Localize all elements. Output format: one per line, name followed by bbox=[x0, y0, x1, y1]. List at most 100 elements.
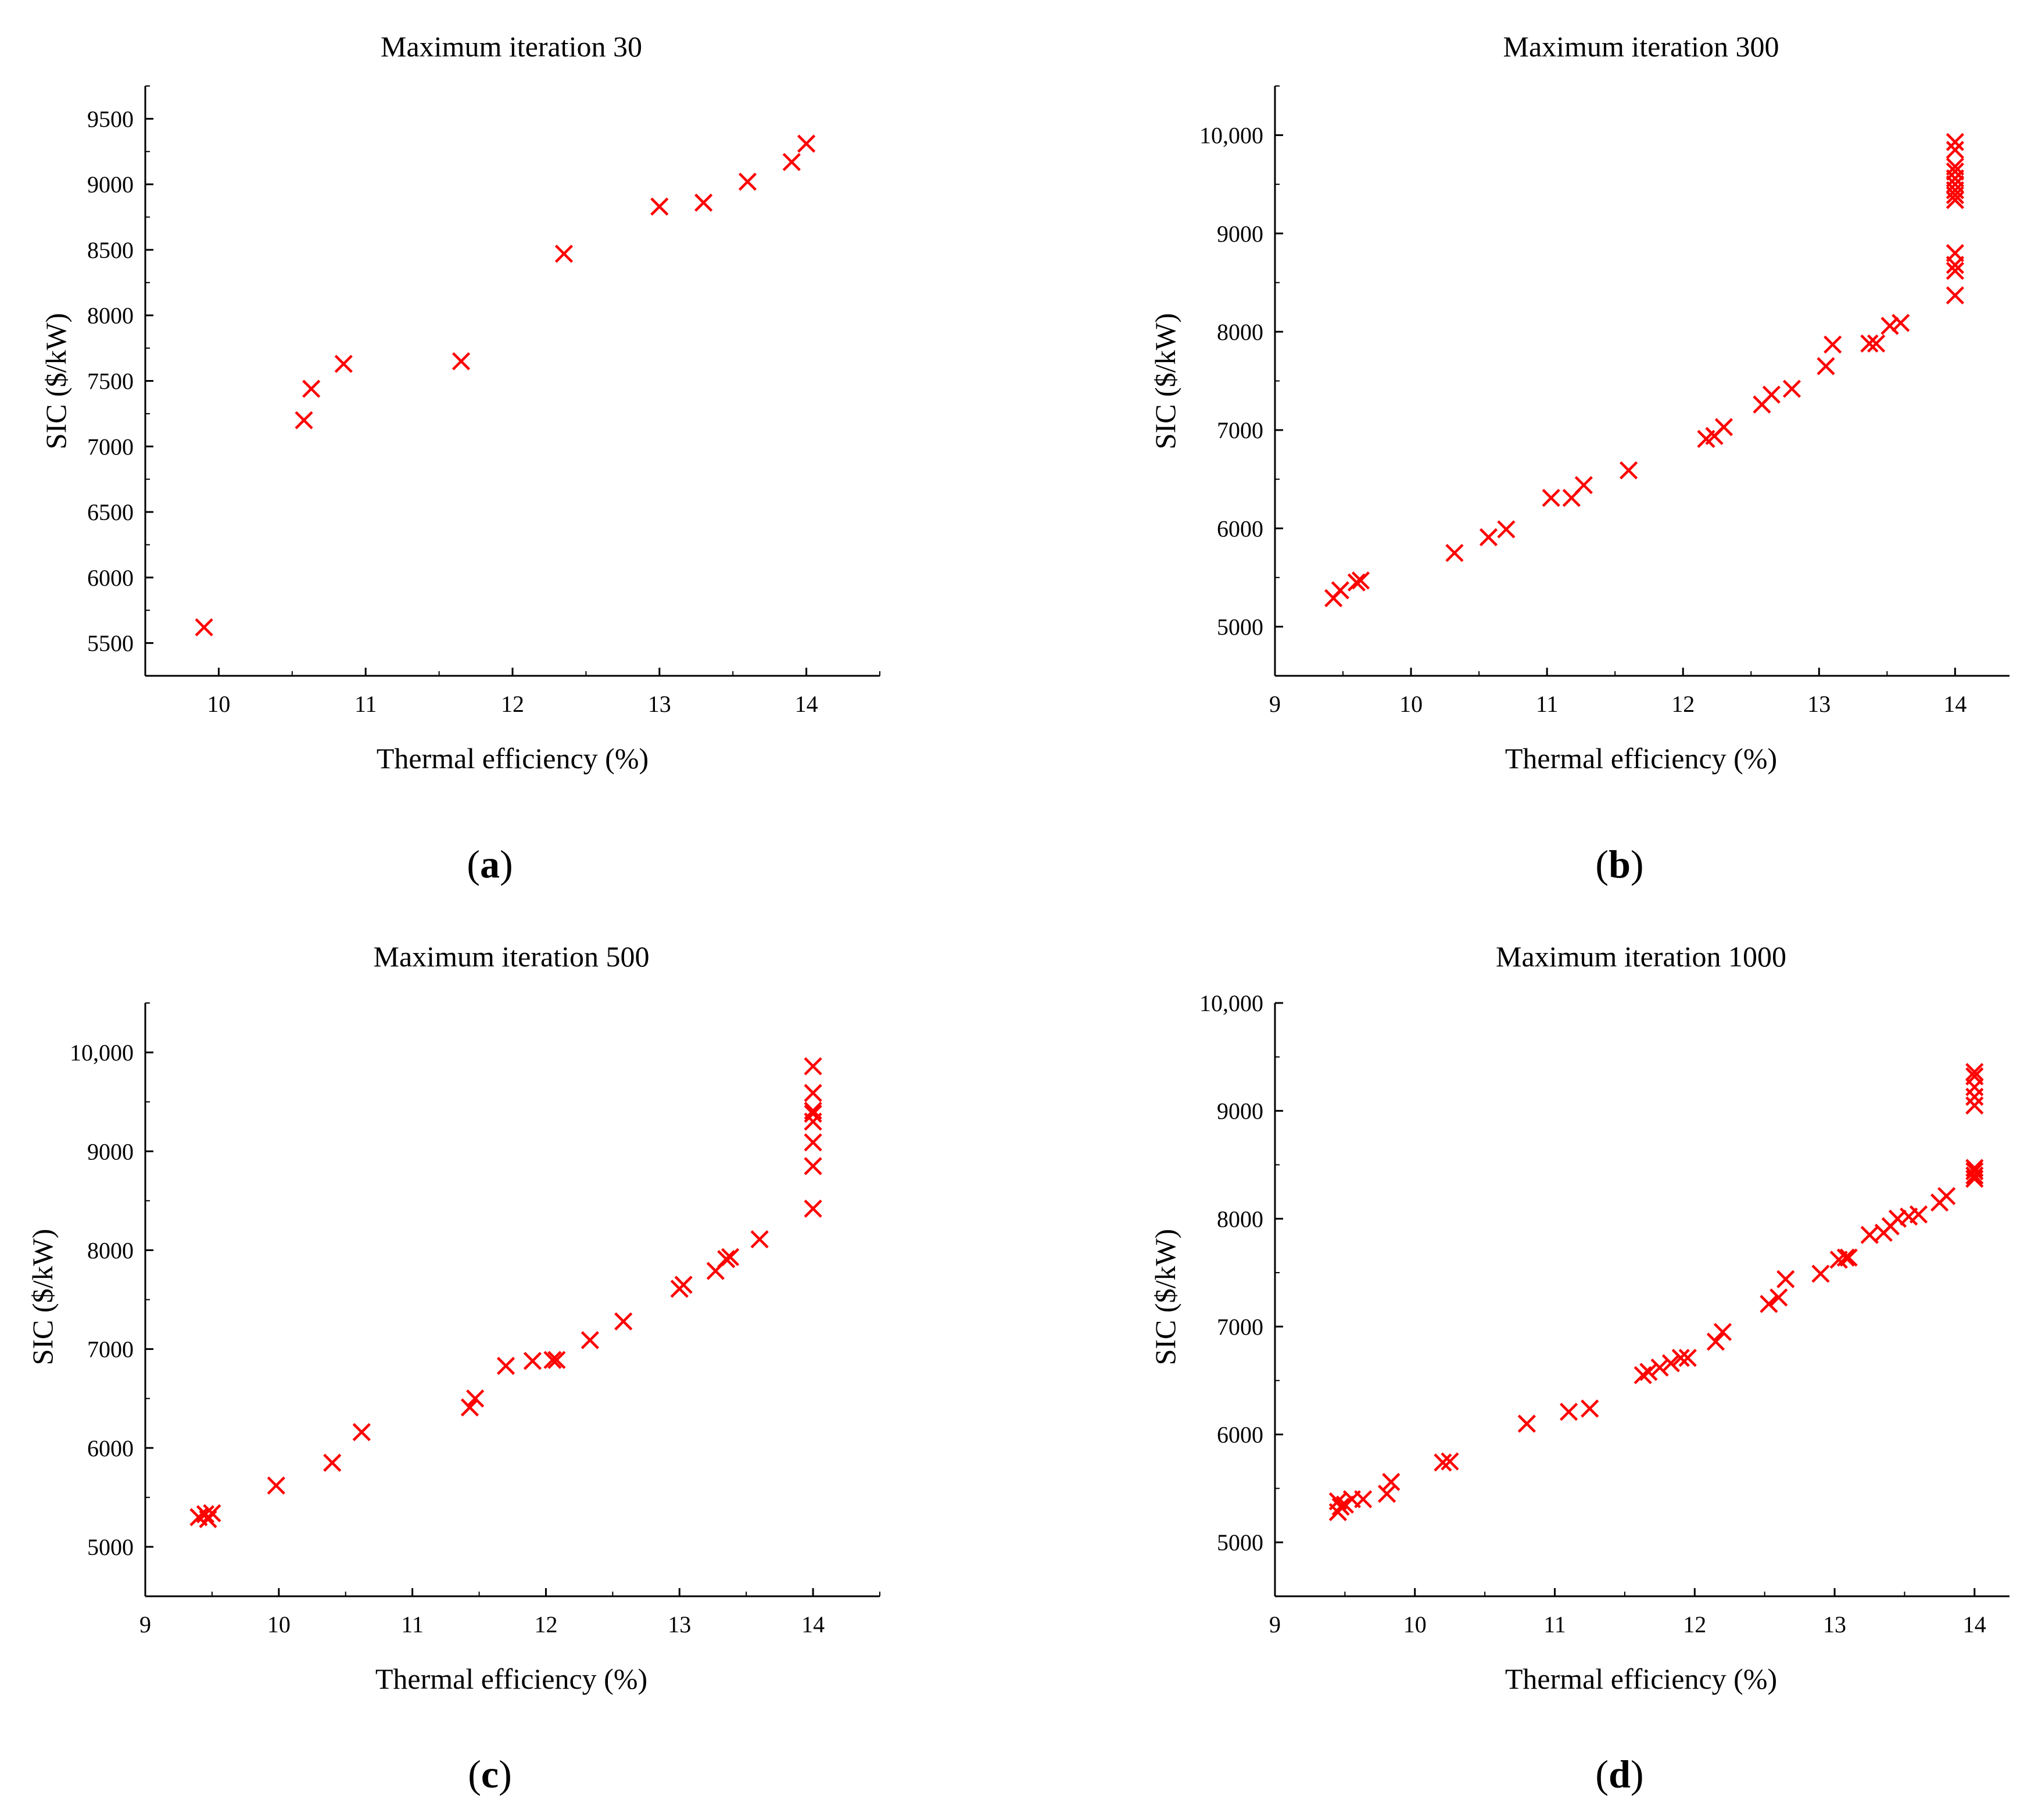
data-point bbox=[460, 1398, 479, 1417]
y-tick-label: 7000 bbox=[1217, 417, 1263, 443]
data-point bbox=[1892, 314, 1910, 332]
y-tick-label: 7000 bbox=[87, 433, 134, 460]
data-point bbox=[352, 1423, 371, 1442]
data-point bbox=[295, 411, 313, 429]
y-tick-label: 8000 bbox=[87, 303, 134, 329]
data-point bbox=[1434, 1453, 1452, 1472]
y-tick-label: 10,000 bbox=[70, 1040, 134, 1066]
data-point bbox=[1811, 1264, 1830, 1283]
data-point bbox=[804, 1104, 822, 1123]
data-point bbox=[496, 1356, 515, 1375]
data-point bbox=[694, 194, 713, 212]
panel-label: (b) bbox=[1595, 842, 1643, 886]
data-point bbox=[1347, 573, 1366, 592]
y-axis: SIC ($/kW) bbox=[26, 1003, 146, 1596]
data-point bbox=[323, 1453, 342, 1472]
data-point bbox=[1965, 1063, 1984, 1081]
data-point bbox=[1331, 1497, 1350, 1516]
x-tick-label: 11 bbox=[1536, 691, 1559, 717]
x-ticks: 9 10 11 12 13 14 bbox=[1269, 1588, 1986, 1638]
data-points bbox=[195, 134, 816, 637]
x-tick-label: 12 bbox=[501, 691, 524, 717]
y-tick-label: 6500 bbox=[87, 499, 134, 525]
data-point bbox=[1634, 1366, 1652, 1385]
data-point bbox=[543, 1350, 562, 1369]
y-axis: SIC ($/kW) bbox=[1149, 1003, 1276, 1596]
data-point bbox=[466, 1389, 485, 1408]
data-point bbox=[1706, 1332, 1725, 1351]
data-points bbox=[1324, 132, 1964, 607]
data-point bbox=[1441, 1452, 1459, 1471]
data-point bbox=[1650, 1358, 1669, 1377]
data-point bbox=[195, 618, 213, 637]
chart-title: Maximum iteration 500 bbox=[374, 940, 650, 973]
data-point bbox=[1839, 1248, 1858, 1267]
x-tick-label: 10 bbox=[207, 691, 230, 717]
x-tick-label: 11 bbox=[1543, 1611, 1566, 1638]
x-tick-label: 14 bbox=[795, 691, 818, 717]
data-point bbox=[1714, 418, 1733, 436]
y-tick-label: 9000 bbox=[87, 171, 134, 198]
data-point bbox=[1479, 528, 1498, 547]
data-point bbox=[1824, 335, 1842, 354]
y-axis-label: SIC ($/kW) bbox=[1149, 1229, 1181, 1366]
x-axis: Thermal efficiency (%) bbox=[1275, 675, 2009, 775]
y-tick-label: 5000 bbox=[1217, 614, 1263, 640]
y-ticks: 5000 6000 7000 8000 9000 10,000 bbox=[1199, 85, 1283, 676]
x-tick-label: 13 bbox=[648, 691, 671, 717]
x-tick-label: 12 bbox=[534, 1611, 557, 1638]
x-tick-label: 14 bbox=[1943, 691, 1966, 717]
y-tick-label: 10,000 bbox=[1199, 123, 1263, 149]
x-tick-label: 10 bbox=[1403, 1611, 1427, 1638]
x-axis-label: Thermal efficiency (%) bbox=[1505, 742, 1777, 775]
x-ticks: 9 10 11 12 13 14 bbox=[139, 1588, 880, 1638]
data-point bbox=[1860, 334, 1879, 353]
panel-label: (a) bbox=[467, 842, 513, 886]
x-axis-label: Thermal efficiency (%) bbox=[1505, 1663, 1777, 1695]
panel-letter: d bbox=[1609, 1752, 1631, 1796]
data-point bbox=[1574, 476, 1593, 495]
y-axis: SIC ($/kW) bbox=[1149, 86, 1276, 676]
data-point bbox=[804, 1101, 822, 1120]
x-axis-label: Thermal efficiency (%) bbox=[375, 1663, 647, 1695]
data-point bbox=[650, 197, 669, 216]
x-tick-label: 11 bbox=[401, 1611, 424, 1638]
data-point bbox=[1560, 1402, 1578, 1421]
data-point bbox=[523, 1352, 542, 1370]
x-tick-label: 9 bbox=[1269, 1611, 1281, 1638]
y-tick-label: 8500 bbox=[87, 237, 134, 263]
data-point bbox=[804, 1133, 822, 1152]
y-tick-label: 9000 bbox=[1217, 221, 1263, 247]
y-tick-label: 9000 bbox=[87, 1138, 134, 1165]
data-point bbox=[267, 1476, 285, 1495]
chart-title: Maximum iteration 1000 bbox=[1496, 940, 1786, 973]
data-point bbox=[804, 1084, 822, 1102]
data-point bbox=[614, 1312, 633, 1331]
data-point bbox=[1671, 1349, 1690, 1367]
y-tick-label: 5500 bbox=[87, 630, 134, 657]
x-tick-label: 14 bbox=[1963, 1611, 1986, 1638]
data-point bbox=[554, 245, 574, 263]
data-point bbox=[1817, 357, 1835, 375]
y-tick-label: 7000 bbox=[1217, 1314, 1263, 1340]
data-point bbox=[1351, 571, 1370, 590]
y-tick-label: 7500 bbox=[87, 368, 134, 395]
data-point bbox=[797, 134, 816, 153]
y-tick-label: 6000 bbox=[87, 565, 134, 591]
y-tick-label: 10,000 bbox=[1199, 990, 1263, 1016]
data-point bbox=[1946, 141, 1964, 159]
x-tick-label: 11 bbox=[354, 691, 377, 717]
data-point bbox=[1639, 1363, 1658, 1381]
data-point bbox=[1354, 1490, 1373, 1509]
y-ticks: 5000 6000 7000 8000 9000 10,000 bbox=[1199, 990, 1283, 1597]
data-point bbox=[334, 354, 353, 373]
chart-title: Maximum iteration 300 bbox=[1503, 30, 1779, 63]
data-points bbox=[189, 1057, 822, 1528]
y-tick-label: 6000 bbox=[1217, 1422, 1263, 1448]
y-tick-label: 6000 bbox=[1217, 515, 1263, 542]
data-point bbox=[1965, 1166, 1984, 1185]
data-point bbox=[804, 1057, 822, 1076]
data-point bbox=[804, 1199, 822, 1218]
data-point bbox=[1445, 543, 1464, 563]
x-axis-label: Thermal efficiency (%) bbox=[377, 742, 649, 775]
